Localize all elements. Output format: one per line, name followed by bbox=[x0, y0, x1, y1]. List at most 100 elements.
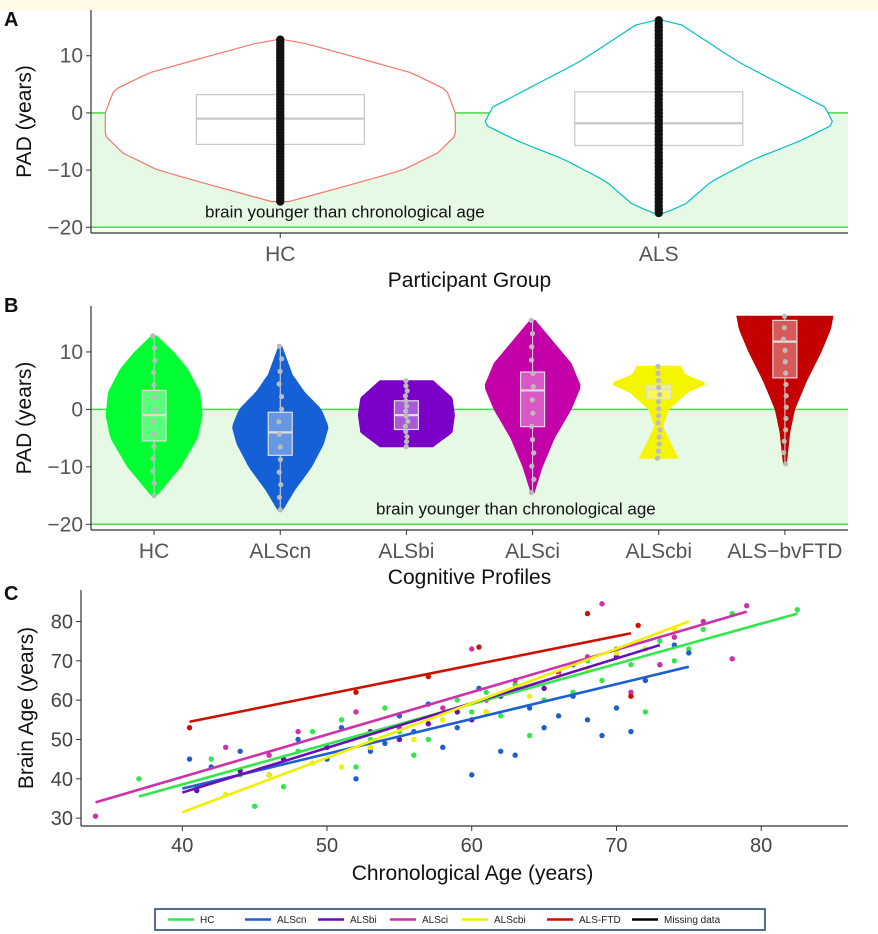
data-point bbox=[276, 431, 282, 437]
scatter-point-0 bbox=[353, 764, 359, 770]
x-tick-label: ALS−bvFTD bbox=[727, 540, 842, 563]
scatter-point-1 bbox=[584, 717, 591, 723]
data-point bbox=[530, 370, 536, 376]
scatter-point-5 bbox=[635, 622, 641, 629]
data-point bbox=[531, 450, 537, 456]
panel-label-b: B bbox=[4, 295, 18, 317]
fit-line-5 bbox=[189, 631, 632, 724]
scatter-point-3 bbox=[295, 728, 301, 735]
data-point bbox=[528, 317, 534, 323]
data-point bbox=[276, 35, 285, 44]
scatter-point-1 bbox=[353, 776, 359, 782]
fit-line-3 bbox=[95, 610, 748, 804]
scatter-point-3 bbox=[223, 744, 229, 751]
scatter-point-0 bbox=[657, 638, 663, 644]
scatter-point-2 bbox=[541, 685, 547, 692]
data-point bbox=[529, 437, 536, 443]
panel-a-y-label: PAD (years) bbox=[13, 65, 36, 178]
scatter-point-0 bbox=[454, 697, 460, 703]
data-point bbox=[276, 381, 282, 387]
panel-c-fit-lines bbox=[95, 610, 798, 814]
scatter-point-0 bbox=[497, 713, 504, 719]
data-point bbox=[531, 476, 537, 483]
legend-label: ALSci bbox=[422, 915, 448, 926]
scatter-point-0 bbox=[251, 803, 258, 810]
panel-a-y-ticks: −20 −10 0 10 bbox=[47, 45, 91, 239]
scatter-point-1 bbox=[613, 705, 620, 711]
data-point bbox=[655, 363, 661, 369]
y-tick-label: 80 bbox=[51, 611, 73, 633]
scatter-point-0 bbox=[794, 606, 801, 613]
data-point bbox=[783, 381, 789, 388]
scatter-point-0 bbox=[526, 732, 533, 739]
data-point bbox=[151, 480, 157, 486]
violin-2 bbox=[357, 378, 455, 450]
data-point bbox=[151, 382, 157, 388]
y-tick-label: −20 bbox=[47, 216, 83, 239]
data-point bbox=[279, 356, 285, 362]
data-point bbox=[278, 406, 285, 412]
scatter-point-1 bbox=[628, 728, 634, 735]
scatter-point-1 bbox=[186, 756, 193, 762]
x-tick-label: ALSbi bbox=[378, 540, 434, 563]
data-point bbox=[530, 410, 536, 416]
y-tick-label: 50 bbox=[51, 729, 73, 751]
scatter-point-2 bbox=[454, 709, 460, 715]
data-point bbox=[151, 345, 158, 351]
panel-a-x-ticks: HC ALS bbox=[265, 233, 679, 266]
data-point bbox=[783, 393, 789, 399]
scatter-point-1 bbox=[295, 736, 301, 743]
data-point bbox=[277, 444, 283, 450]
data-point bbox=[277, 456, 284, 463]
data-point bbox=[781, 313, 788, 319]
x-tick-label: ALSci bbox=[505, 540, 560, 563]
scatter-point-0 bbox=[686, 646, 692, 652]
scatter-point-3 bbox=[266, 752, 272, 758]
scatter-point-3 bbox=[440, 705, 446, 711]
panel-c-x-ticks: 40 50 60 70 80 bbox=[171, 826, 772, 857]
data-point bbox=[151, 394, 157, 400]
data-point bbox=[655, 377, 662, 384]
panel-c-y-ticks: 30 40 50 60 70 80 bbox=[51, 611, 81, 830]
y-tick-label: −10 bbox=[47, 456, 83, 479]
scatter-point-1 bbox=[555, 713, 562, 719]
scatter-point-3 bbox=[353, 709, 359, 715]
y-tick-label: 0 bbox=[71, 398, 83, 421]
scatter-point-3 bbox=[729, 656, 735, 662]
scatter-point-1 bbox=[454, 724, 460, 731]
panel-c-x-label: Chronological Age (years) bbox=[352, 862, 594, 885]
x-tick-label: HC bbox=[265, 243, 295, 266]
y-tick-label: 10 bbox=[60, 45, 83, 68]
scatter-point-4 bbox=[266, 772, 272, 778]
data-point bbox=[403, 408, 409, 414]
legend-label: ALScbi bbox=[494, 915, 526, 926]
scatter-point-5 bbox=[476, 644, 482, 650]
scatter-point-1 bbox=[382, 740, 388, 747]
panel-b: B −20 −10 0 10 HC ALScn ALSbi ALSci ALScbi ALS−b… bbox=[4, 295, 848, 589]
data-point bbox=[783, 404, 789, 410]
scatter-point-0 bbox=[411, 752, 417, 758]
data-point bbox=[403, 444, 409, 450]
data-point bbox=[656, 384, 662, 391]
legend-label: ALSbi bbox=[350, 915, 377, 926]
data-point bbox=[528, 490, 534, 496]
data-point bbox=[655, 448, 662, 454]
legend-label: Missing data bbox=[664, 915, 721, 926]
y-tick-label: 40 bbox=[51, 769, 73, 791]
scatter-point-0 bbox=[136, 776, 142, 782]
x-tick-label: 80 bbox=[750, 835, 772, 857]
data-point bbox=[403, 398, 409, 404]
data-point bbox=[279, 393, 285, 400]
data-point bbox=[403, 378, 409, 384]
data-point bbox=[405, 418, 411, 424]
panel-b-shade bbox=[91, 408, 848, 526]
violin-0 bbox=[104, 35, 456, 206]
violin-4 bbox=[612, 363, 705, 461]
panel-label-c: C bbox=[4, 583, 18, 605]
data-point bbox=[403, 403, 410, 409]
scatter-point-4 bbox=[338, 764, 345, 770]
data-point bbox=[276, 343, 282, 349]
y-tick-label: 30 bbox=[51, 808, 73, 830]
data-point bbox=[151, 492, 157, 499]
